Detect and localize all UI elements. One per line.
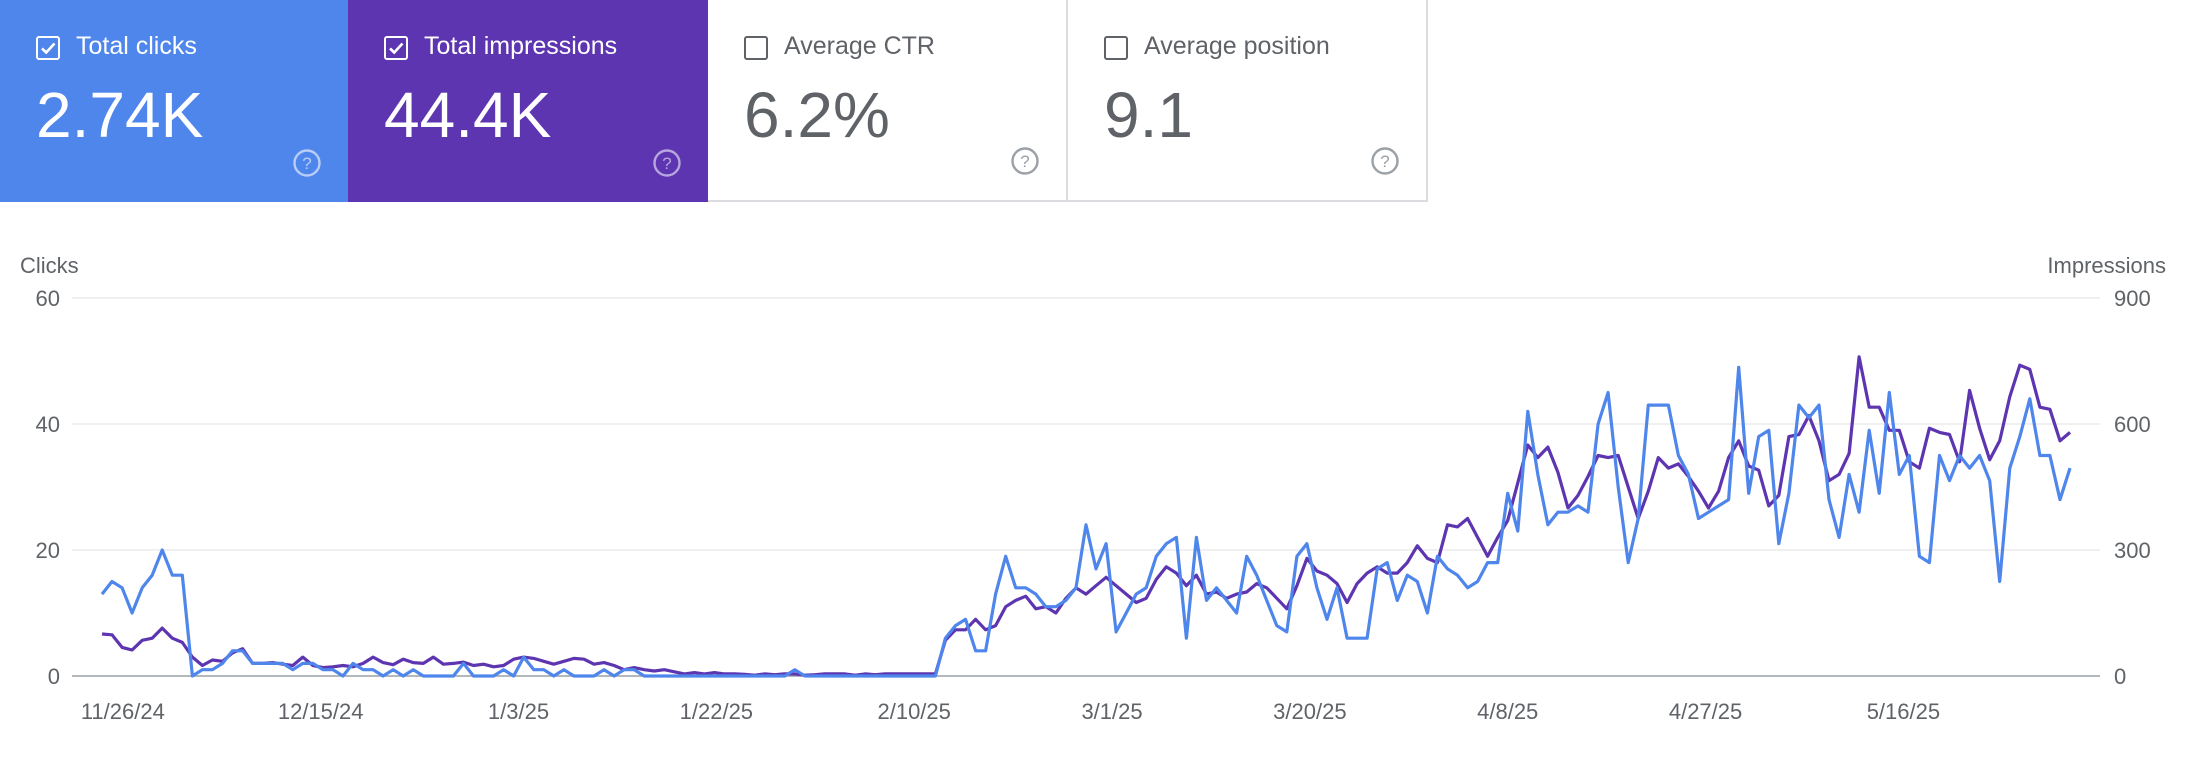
x-tick-label: 12/15/24: [278, 699, 364, 724]
left-axis-title: Clicks: [20, 253, 79, 278]
metric-cards: Total clicks 2.74K ? Total impressions 4…: [0, 0, 1428, 202]
total-impressions-card[interactable]: Total impressions 44.4K ?: [348, 0, 708, 202]
x-tick-label: 1/22/25: [680, 699, 753, 724]
y-left-tick-label: 20: [36, 538, 60, 563]
svg-text:?: ?: [1380, 152, 1389, 171]
checkmark-icon: [389, 42, 404, 55]
x-tick-label: 4/27/25: [1669, 699, 1742, 724]
checkmark-icon: [41, 42, 56, 55]
svg-text:?: ?: [1020, 152, 1029, 171]
clicks-value: 2.74K: [36, 79, 204, 151]
y-right-tick-label: 300: [2114, 538, 2151, 563]
x-tick-label: 4/8/25: [1477, 699, 1538, 724]
ctr-checkbox[interactable]: [744, 36, 768, 60]
clicks-label: Total clicks: [76, 32, 197, 60]
x-tick-label: 11/26/24: [81, 699, 165, 724]
x-tick-label: 3/1/25: [1081, 699, 1142, 724]
x-tick-label: 1/3/25: [488, 699, 549, 724]
y-right-tick-label: 600: [2114, 412, 2151, 437]
help-icon[interactable]: ?: [1370, 146, 1400, 176]
y-right-tick-label: 900: [2114, 286, 2151, 311]
position-checkbox[interactable]: [1104, 36, 1128, 60]
y-left-tick-label: 60: [36, 286, 60, 311]
average-position-card[interactable]: Average position 9.1 ?: [1068, 0, 1428, 202]
x-tick-label: 2/10/25: [877, 699, 950, 724]
series-line-impressions: [101, 355, 2072, 677]
ctr-value: 6.2%: [744, 79, 890, 151]
impressions-value: 44.4K: [384, 79, 552, 151]
impressions-label: Total impressions: [424, 32, 618, 60]
position-label: Average position: [1144, 32, 1330, 60]
svg-text:?: ?: [662, 154, 671, 173]
position-value: 9.1: [1104, 79, 1193, 151]
average-ctr-card[interactable]: Average CTR 6.2% ?: [708, 0, 1068, 202]
help-icon[interactable]: ?: [652, 148, 682, 178]
y-left-tick-label: 0: [48, 664, 60, 689]
total-clicks-card[interactable]: Total clicks 2.74K ?: [0, 0, 348, 202]
impressions-checkbox[interactable]: [384, 36, 408, 60]
x-tick-label: 3/20/25: [1273, 699, 1346, 724]
svg-text:?: ?: [302, 154, 311, 173]
performance-chart[interactable]: Clicks Impressions 0 20 40 60 0 300 600 900 11…: [0, 230, 2188, 766]
clicks-checkbox[interactable]: [36, 36, 60, 60]
y-left-tick-label: 40: [36, 412, 60, 437]
right-axis-title: Impressions: [2047, 253, 2166, 278]
series-line-clicks: [100, 365, 2072, 678]
help-icon[interactable]: ?: [1010, 146, 1040, 176]
ctr-label: Average CTR: [784, 32, 935, 60]
y-right-tick-label: 0: [2114, 664, 2126, 689]
help-icon[interactable]: ?: [292, 148, 322, 178]
x-tick-label: 5/16/25: [1867, 699, 1940, 724]
